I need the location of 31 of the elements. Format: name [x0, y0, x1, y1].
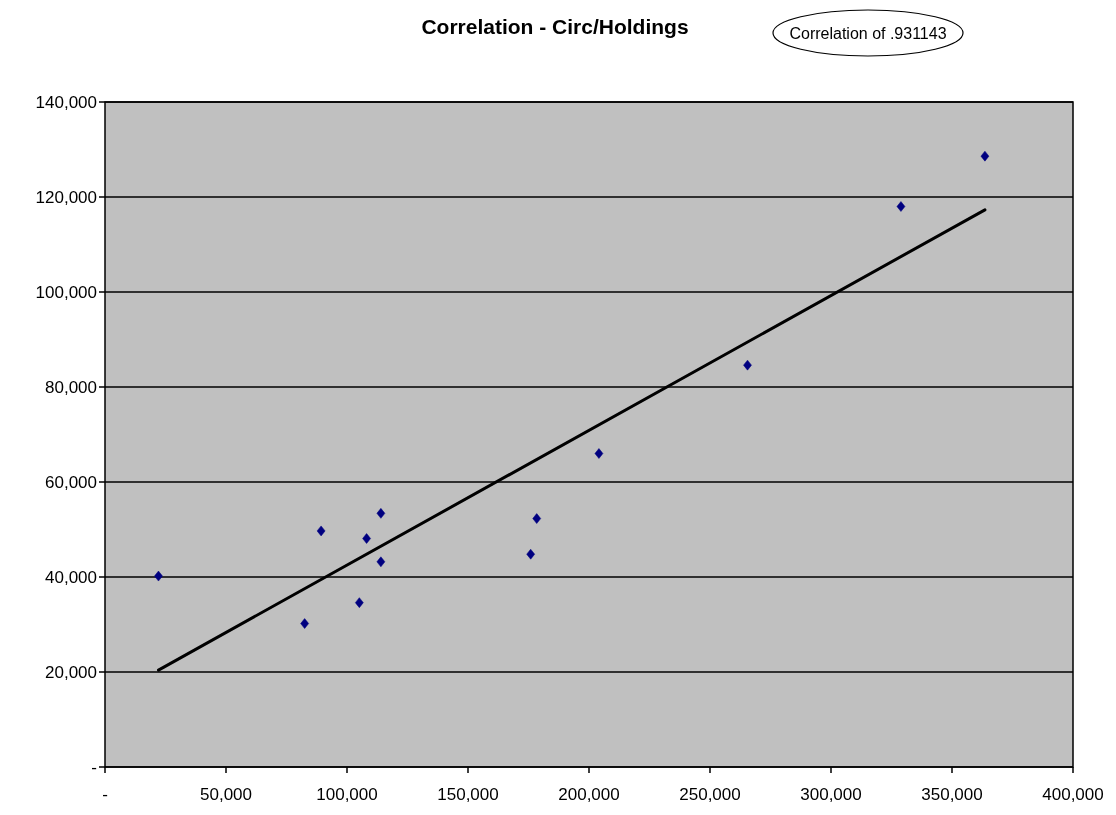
x-tick-label: 200,000 [558, 785, 620, 804]
y-tick-label: 120,000 [35, 187, 97, 207]
x-tick-label: 300,000 [800, 785, 862, 804]
y-tick-label: 20,000 [45, 662, 97, 682]
x-tick-label: 350,000 [921, 785, 983, 804]
point [362, 533, 371, 544]
x-tick-label: 150,000 [437, 785, 499, 804]
x-tick-label: 400,000 [1042, 785, 1104, 804]
y-tick-label: 40,000 [45, 567, 97, 587]
point [376, 508, 386, 519]
point [355, 597, 364, 608]
x-tick-label: 250,000 [679, 785, 741, 804]
x-tick-label: 50,000 [200, 785, 252, 804]
point [896, 201, 906, 212]
point [980, 150, 990, 162]
point [743, 359, 752, 371]
y-tick-label: 140,000 [35, 92, 97, 112]
y-tick-label: 60,000 [45, 472, 97, 492]
x-tick-label: 100,000 [316, 785, 378, 804]
y-tick-label: 80,000 [45, 377, 97, 397]
y-tick-label: 100,000 [35, 282, 97, 302]
point [526, 548, 535, 560]
y-tick-label: - [91, 757, 97, 777]
text: Correlation of .931143 [789, 24, 947, 42]
point [376, 556, 386, 568]
point [316, 525, 326, 537]
point [154, 570, 163, 582]
point [300, 618, 309, 629]
point [532, 513, 541, 524]
chart-title: Correlation - Circ/Holdings [421, 15, 689, 38]
point [594, 448, 604, 459]
